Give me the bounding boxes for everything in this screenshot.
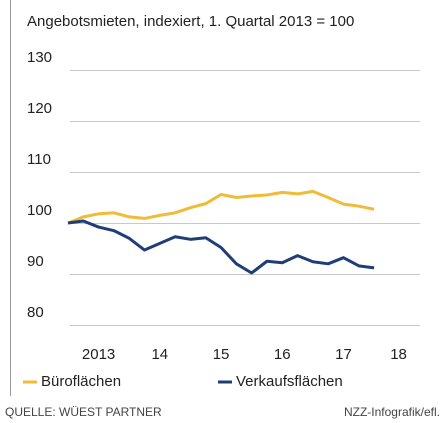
credit: NZZ-Infografik/efl. — [344, 405, 440, 419]
source: QUELLE: WÜEST PARTNER — [5, 405, 162, 419]
x-tick-label: 2013 — [82, 346, 115, 363]
x-tick-label: 16 — [274, 346, 291, 363]
x-tick-label: 14 — [151, 346, 168, 363]
series-line — [67, 219, 375, 275]
y-tick-label: 110 — [27, 151, 51, 168]
x-tick-label: 15 — [213, 346, 230, 363]
x-tick-label: 18 — [390, 346, 407, 363]
x-tick-label: 17 — [335, 346, 352, 363]
y-tick-label: 80 — [27, 304, 44, 321]
legend-label: Büroflächen — [41, 373, 121, 390]
y-tick-label: 90 — [27, 253, 44, 270]
y-tick-label: 130 — [27, 49, 52, 66]
series-line — [67, 189, 375, 225]
legend-label: Verkaufsflächen — [236, 373, 343, 390]
y-tick-label: 100 — [27, 202, 52, 219]
chart-title: Angebotsmieten, indexiert, 1. Quartal 20… — [27, 13, 354, 30]
y-tick-label: 120 — [27, 100, 52, 117]
